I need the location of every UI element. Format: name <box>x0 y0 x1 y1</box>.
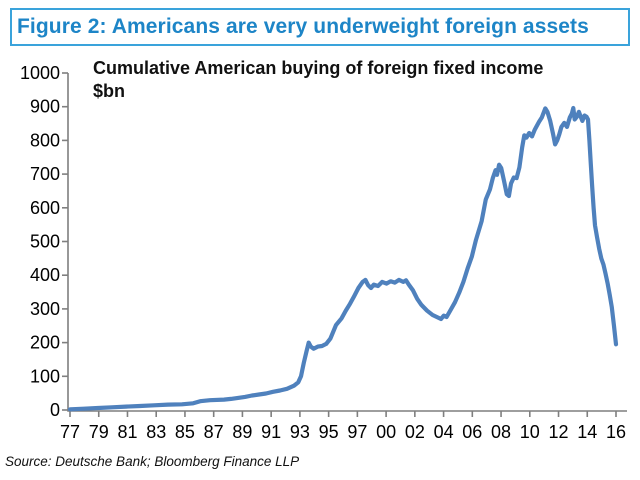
x-tick-label: 81 <box>117 422 137 442</box>
x-tick-label: 10 <box>520 422 540 442</box>
y-tick-label: 900 <box>30 97 60 117</box>
y-tick-label: 400 <box>30 265 60 285</box>
x-tick-label: 83 <box>146 422 166 442</box>
x-tick-label: 89 <box>232 422 252 442</box>
y-tick-label: 800 <box>30 130 60 150</box>
y-tick-label: 0 <box>50 400 60 420</box>
chart-title-block: Cumulative American buying of foreign fi… <box>93 57 543 103</box>
y-tick-label: 100 <box>30 366 60 386</box>
figure-title-box: Figure 2: Americans are very underweight… <box>10 8 630 46</box>
x-tick-label: 04 <box>434 422 454 442</box>
chart-title: Cumulative American buying of foreign fi… <box>93 58 544 78</box>
x-tick-label: 00 <box>376 422 396 442</box>
y-tick-label: 600 <box>30 198 60 218</box>
x-tick-label: 77 <box>60 422 80 442</box>
y-tick-label: 200 <box>30 333 60 353</box>
y-tick-label: 1000 <box>20 63 60 83</box>
x-tick-label: 87 <box>204 422 224 442</box>
x-tick-label: 12 <box>549 422 569 442</box>
x-tick-label: 95 <box>319 422 339 442</box>
y-tick-label: 300 <box>30 299 60 319</box>
x-tick-label: 91 <box>261 422 281 442</box>
x-tick-label: 06 <box>462 422 482 442</box>
x-tick-label: 02 <box>405 422 425 442</box>
x-tick-label: 08 <box>491 422 511 442</box>
series-line <box>67 105 619 412</box>
x-tick-label: 14 <box>577 422 597 442</box>
y-tick-label: 700 <box>30 164 60 184</box>
chart-subtitle: $bn <box>93 81 126 101</box>
x-tick-label: 79 <box>89 422 109 442</box>
y-tick-label: 500 <box>30 232 60 252</box>
x-tick-label: 93 <box>290 422 310 442</box>
x-tick-label: 97 <box>347 422 367 442</box>
x-tick-label: 16 <box>606 422 626 442</box>
axis-lines <box>67 73 627 412</box>
x-tick-label: 85 <box>175 422 195 442</box>
figure-title: Figure 2: Americans are very underweight… <box>17 15 589 38</box>
source-note: Source: Deutsche Bank; Bloomberg Finance… <box>5 454 300 469</box>
